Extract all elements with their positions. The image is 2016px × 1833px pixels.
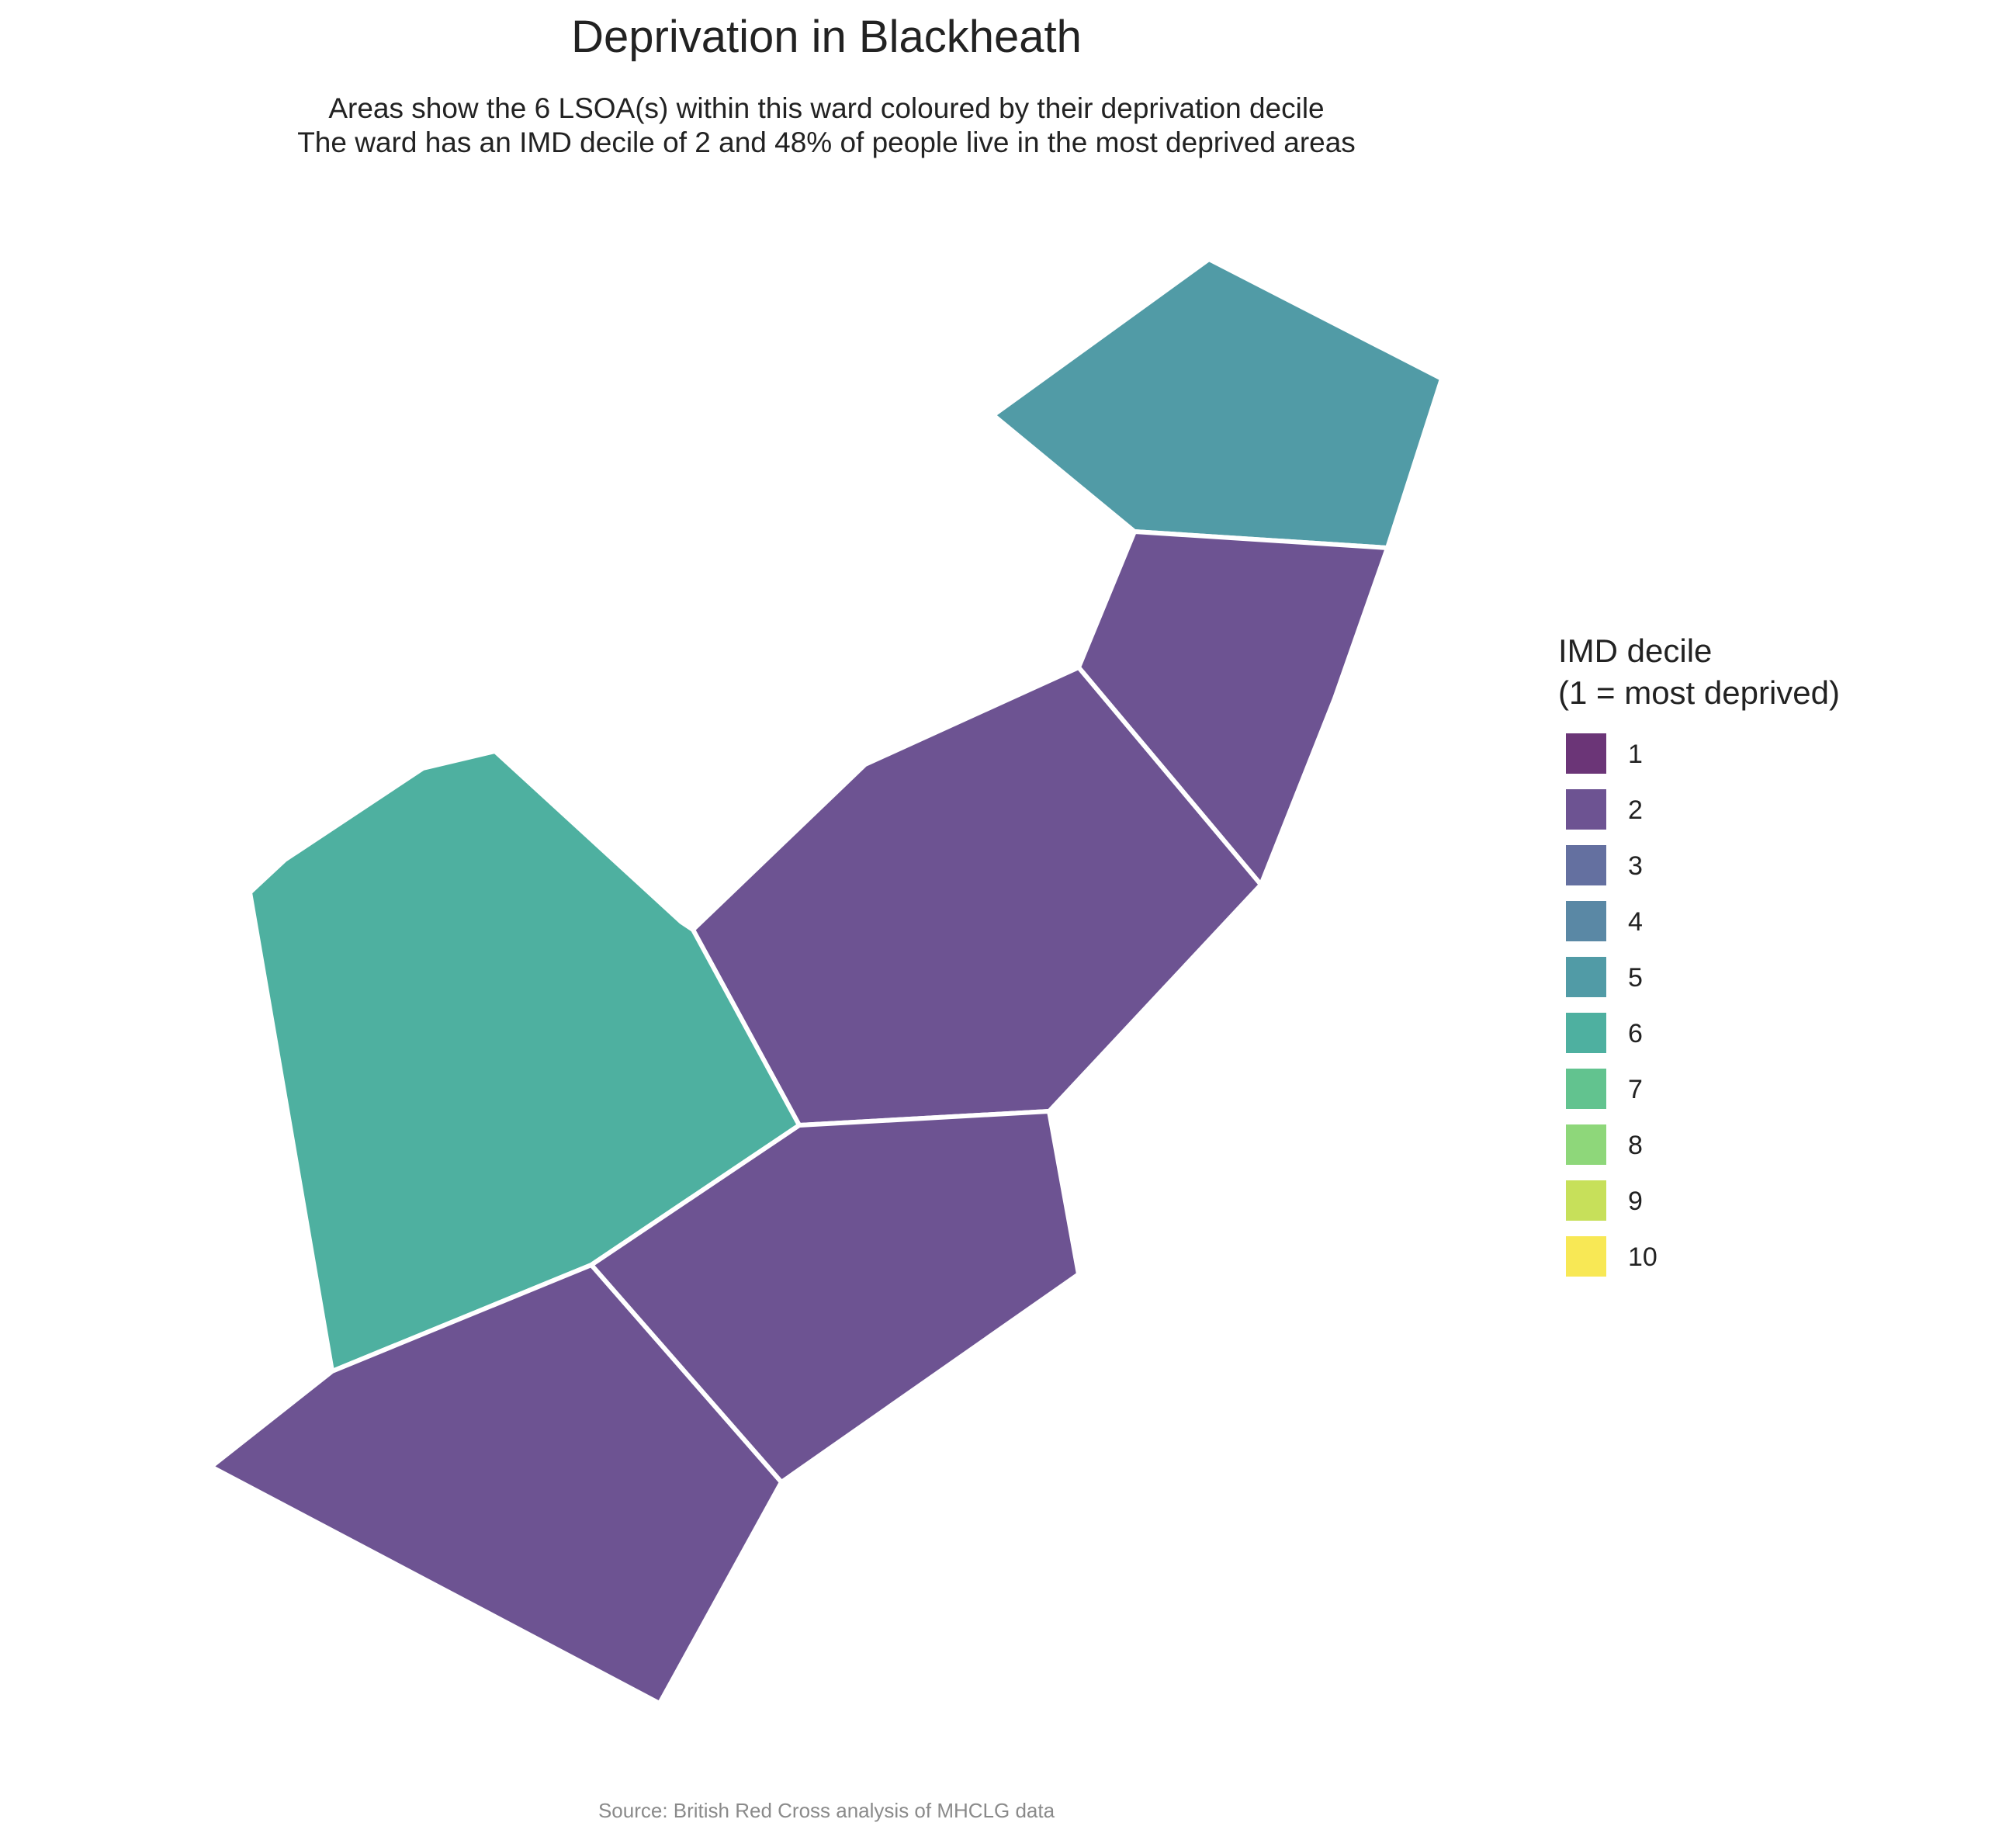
legend-label: 4 [1628, 907, 1643, 937]
legend-swatch [1566, 1236, 1606, 1277]
legend-swatch [1566, 901, 1606, 941]
legend-label: 10 [1628, 1242, 1657, 1272]
legend-swatch [1566, 1013, 1606, 1053]
legend-label: 9 [1628, 1187, 1643, 1216]
legend-label: 2 [1628, 795, 1643, 825]
lsoa-area-east [1076, 529, 1390, 887]
lsoa-area-north-east [991, 257, 1444, 550]
subtitle-line-2: The ward has an IMD decile of 2 and 48% … [297, 126, 1356, 158]
lsoa-area-south-west [209, 1263, 784, 1706]
legend-swatch [1566, 957, 1606, 997]
legend-label: 3 [1628, 851, 1643, 881]
legend-swatch [1566, 1124, 1606, 1165]
legend-label: 1 [1628, 740, 1643, 769]
legend-title-line-1: IMD decile [1558, 632, 1713, 669]
legend-title-line-2: (1 = most deprived) [1558, 674, 1840, 711]
legend-swatch [1566, 733, 1606, 774]
legend-swatch [1566, 789, 1606, 830]
legend-swatch [1566, 1069, 1606, 1109]
ward-map [209, 257, 1444, 1706]
legend-label: 8 [1628, 1131, 1643, 1160]
legend-swatch [1566, 1180, 1606, 1221]
legend-label: 6 [1628, 1019, 1643, 1048]
source-note: Source: British Red Cross analysis of MH… [598, 1799, 1055, 1822]
map-title: Deprivation in Blackheath [571, 12, 1082, 62]
subtitle-line-1: Areas show the 6 LSOA(s) within this war… [328, 92, 1325, 124]
map-subtitle: Areas show the 6 LSOA(s) within this war… [0, 92, 1653, 160]
legend-swatch [1566, 845, 1606, 885]
legend-label: 5 [1628, 963, 1643, 993]
legend-title: IMD decile (1 = most deprived) [1558, 630, 1840, 714]
legend-label: 7 [1628, 1075, 1643, 1104]
lsoa-area-south-central [589, 1109, 1081, 1485]
